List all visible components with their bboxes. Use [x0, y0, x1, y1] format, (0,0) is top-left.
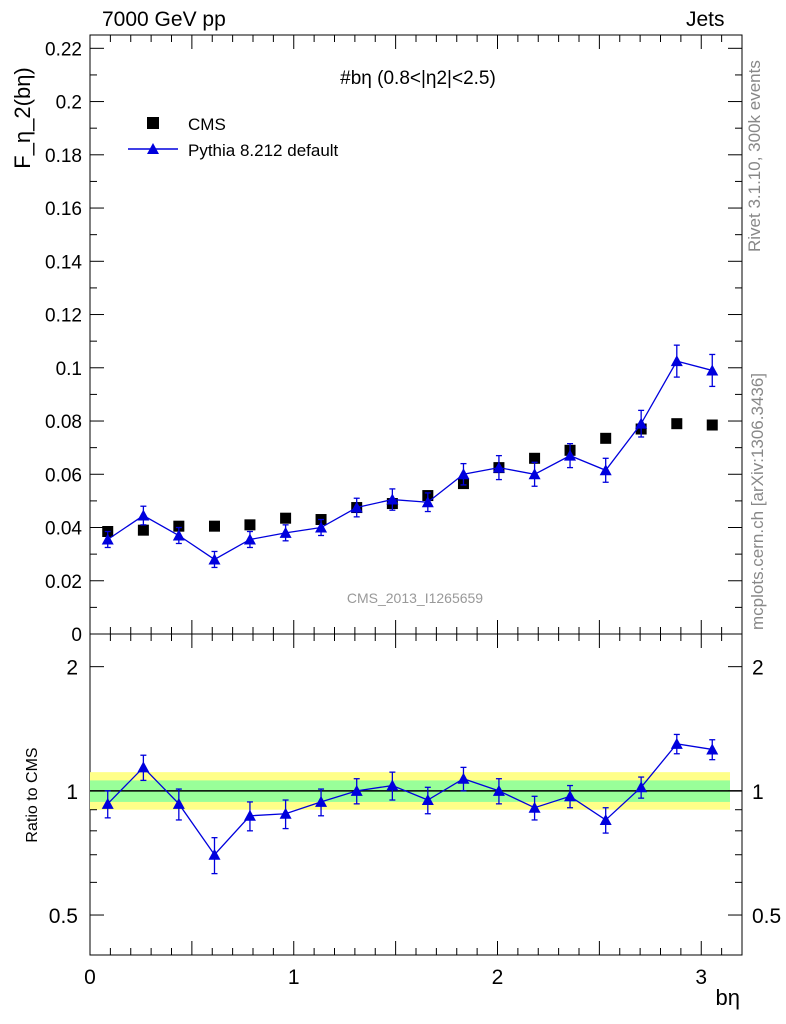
pythia-data-point [386, 493, 399, 505]
ratio-data-point [635, 781, 648, 793]
x-tick-label: 1 [288, 966, 300, 989]
analysis-watermark: CMS_2013_I1265659 [347, 590, 483, 606]
x-axis-label: bη [716, 985, 740, 1010]
ratio-data-point [492, 784, 505, 796]
pythia-data-point [172, 529, 185, 541]
ratio-data-point [457, 772, 470, 784]
y-tick-label: 0.02 [45, 572, 82, 593]
y-tick-label: 0.04 [45, 519, 82, 540]
cms-data-point [208, 520, 220, 532]
ratio-y-tick-label-right: 0.5 [752, 905, 781, 928]
ratio-data-point [386, 779, 399, 791]
pythia-data-point [208, 553, 221, 565]
legend-cms-label: CMS [188, 115, 226, 134]
ratio-y-tick-label: 0.5 [49, 905, 78, 928]
pythia-data-point [243, 533, 256, 545]
ratio-data-point [670, 737, 683, 749]
pythia-data-point [421, 496, 434, 508]
y-tick-label: 0.16 [45, 199, 82, 220]
y-tick-label: 0.14 [45, 252, 82, 273]
ratio-y-tick-label: 1 [66, 781, 78, 804]
ratio-y-axis-label: Ratio to CMS [24, 747, 41, 842]
ratio-plot-panel: 0.5 0.5 1 1 2 2 0 1 2 3 bη Ratio to CMS [24, 633, 781, 1010]
header-right: Jets [686, 8, 725, 31]
y-tick-label: 0 [71, 625, 82, 646]
ratio-data-point [528, 801, 541, 813]
pythia-data-point [350, 501, 363, 513]
ratio-y-tick-label-right: 1 [752, 781, 764, 804]
legend-pythia-label: Pythia 8.212 default [188, 141, 339, 160]
ratio-data-point [706, 743, 719, 755]
pythia-data-point [101, 533, 114, 545]
cms-data-point [529, 452, 541, 464]
cms-data-point [600, 432, 612, 444]
pythia-data-point [670, 355, 683, 367]
y-tick-label: 0.08 [45, 412, 82, 433]
ratio-data-point [599, 813, 612, 825]
y-axis-label: F_η_2(bη) [10, 67, 35, 169]
pythia-data-point [528, 468, 541, 480]
y-tick-label: 0.12 [45, 306, 82, 327]
ratio-data-point [137, 761, 150, 773]
pythia-data-point [492, 461, 505, 473]
x-tick-label: 2 [492, 966, 504, 989]
header-left: 7000 GeV pp [102, 8, 226, 31]
pythia-data-point [635, 417, 648, 429]
legend-pythia-marker [147, 143, 159, 154]
ratio-data-point [243, 809, 256, 821]
ratio-data-point [172, 797, 185, 809]
ratio-y-tick-label-right: 2 [752, 657, 764, 680]
pythia-series-line [107, 360, 713, 561]
cms-data-point [173, 520, 185, 532]
x-tick-label: 3 [695, 966, 707, 989]
ratio-data-point [208, 848, 221, 860]
ratio-data-point [350, 784, 363, 796]
legend-cms-marker [147, 117, 159, 129]
cms-data-point [706, 419, 718, 431]
pythia-data-point [599, 464, 612, 476]
ratio-data-point [564, 790, 577, 802]
ratio-data-point [421, 794, 434, 806]
y-tick-label: 0.2 [56, 93, 82, 114]
ratio-series-line [107, 743, 713, 856]
pythia-data-point [457, 468, 470, 480]
main-plot-panel: 0 0.02 0.04 0.06 0.08 0.1 0.12 0.14 0.16 0.18 0.2 0… [10, 34, 743, 646]
cms-data-point [280, 512, 292, 524]
cms-data-point [244, 519, 256, 531]
cms-data-point [671, 418, 683, 430]
y-tick-label: 0.22 [45, 39, 82, 60]
y-tick-label: 0.06 [45, 465, 82, 486]
ratio-y-tick-label: 2 [66, 657, 78, 680]
ratio-data-point [279, 807, 292, 819]
pythia-data-point [137, 509, 150, 521]
ratio-data-point [315, 795, 328, 807]
pythia-data-point [279, 526, 292, 538]
cms-data-point [137, 524, 149, 536]
pythia-data-point [564, 449, 577, 461]
pythia-data-point [706, 364, 719, 376]
y-tick-label: 0.18 [45, 146, 82, 167]
chart-title: #bη (0.8<|η2|<2.5) [340, 68, 496, 89]
y-tick-label: 0.1 [56, 359, 82, 380]
x-tick-label: 0 [84, 966, 96, 989]
ratio-data-point [101, 797, 114, 809]
pythia-data-point [315, 521, 328, 533]
